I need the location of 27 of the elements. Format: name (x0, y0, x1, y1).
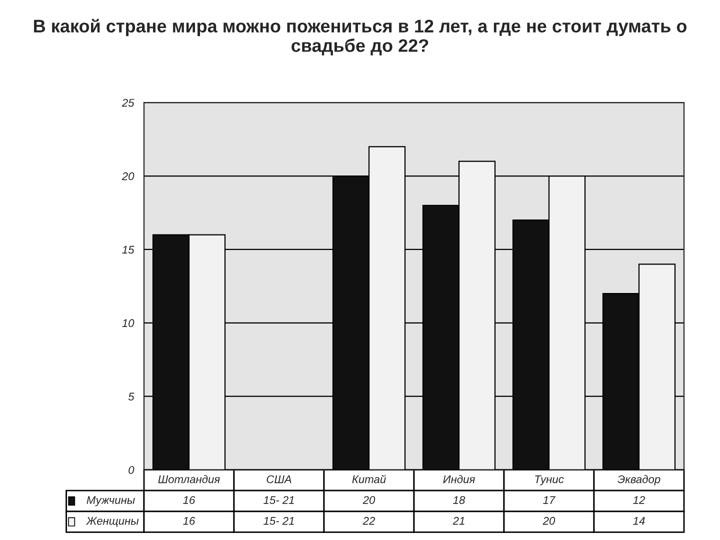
text: 15- 21 (264, 496, 294, 504)
data-label: 16 (183, 516, 196, 525)
data-label: 22 (362, 516, 376, 525)
legend-label: Мужчины (86, 496, 135, 506)
y-tick-label: 20 (122, 172, 134, 180)
y-tick-label: 5 (128, 392, 134, 400)
data-label: 18 (453, 496, 466, 504)
x-tick-label: Эквадор (618, 475, 660, 486)
y-tick-label: 15 (122, 246, 134, 254)
x-tick-label: Шотландия (158, 475, 220, 484)
data-label: 20 (542, 516, 556, 525)
x-tick-label: Китай (352, 474, 386, 484)
data-label: 21 (452, 516, 464, 525)
data-label: 12 (633, 496, 646, 504)
y-tick-label: 25 (122, 98, 134, 107)
data-label: 20 (362, 496, 376, 504)
text: 15- 21 (264, 516, 294, 525)
legend-label: Женщины (86, 517, 139, 527)
chart-title: В какой стране мира можно пожениться в 12 лет, а где не стоит думать о свадьбе до 22? (34, 18, 686, 56)
data-label: 14 (633, 517, 645, 525)
x-tick-label: Тунис (535, 475, 564, 486)
data-label: 17 (543, 496, 556, 504)
x-tick-label: Индия (443, 475, 475, 484)
y-tick-label: 10 (122, 319, 134, 328)
y-tick-label: 0 (128, 466, 134, 474)
data-label: 16 (183, 496, 196, 504)
x-tick-label: США (266, 475, 292, 484)
